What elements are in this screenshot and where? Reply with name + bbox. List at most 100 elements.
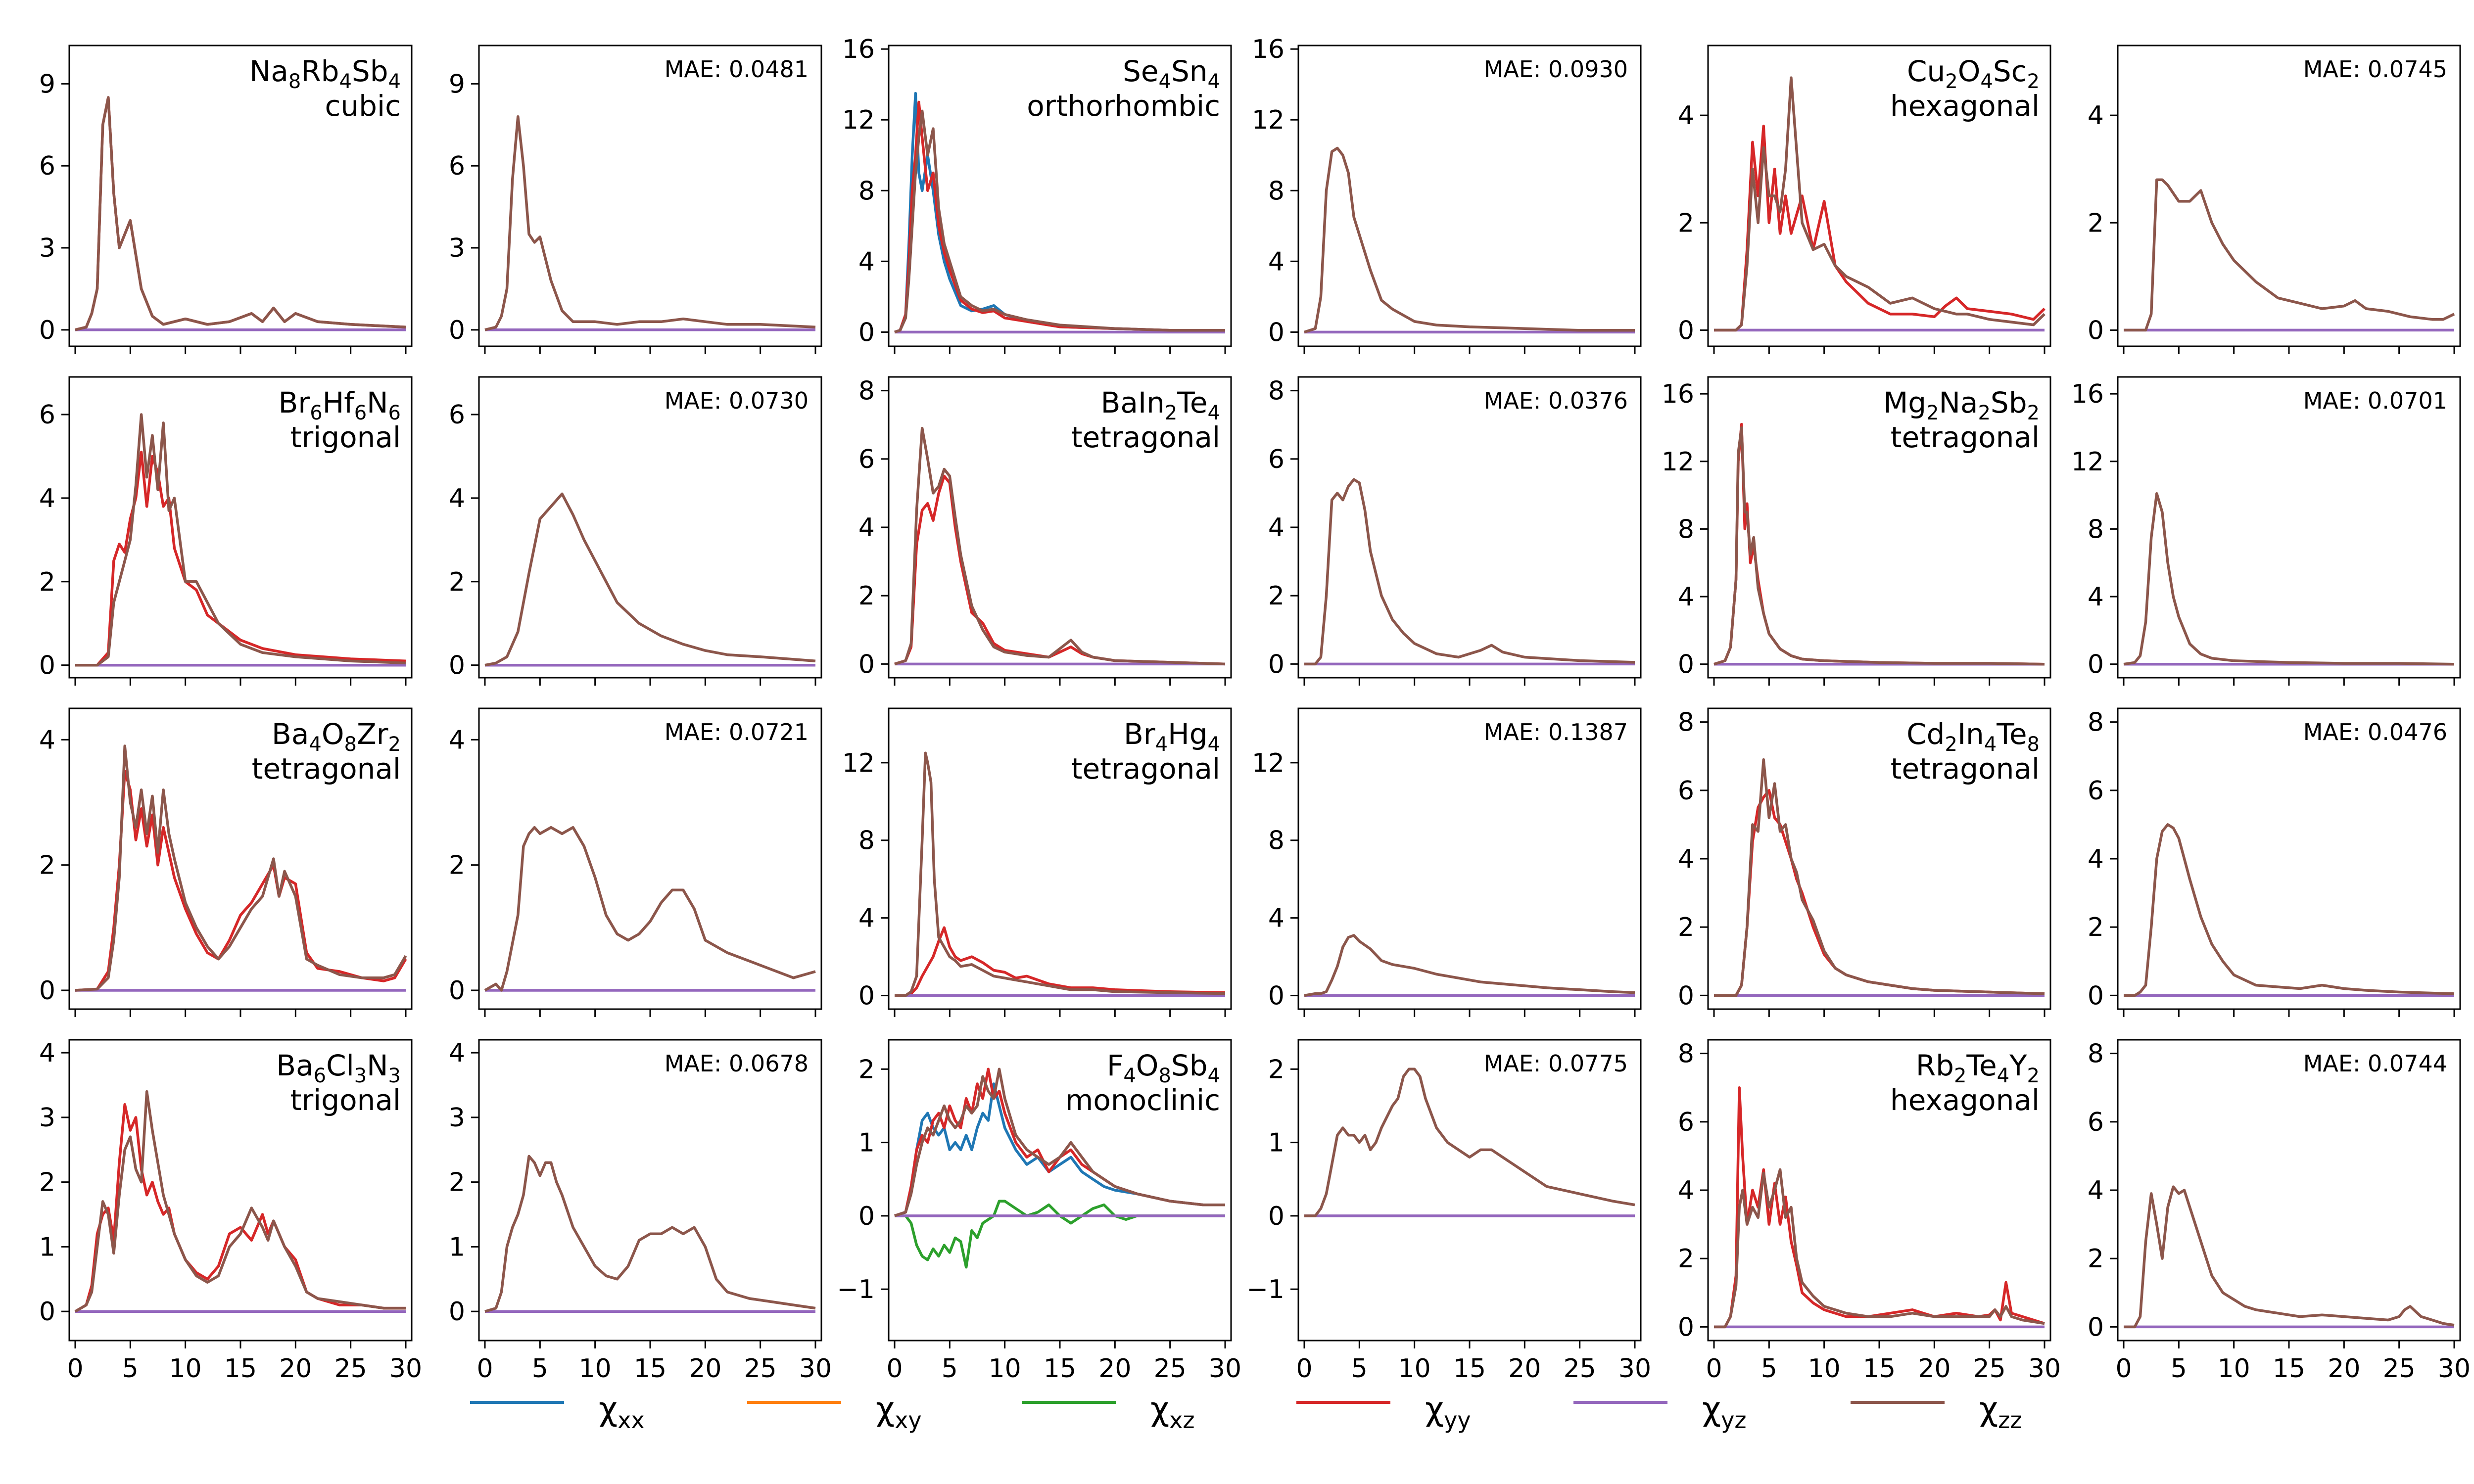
y-tick-label: 8	[1678, 514, 1694, 544]
x-tick-label: 10	[579, 1354, 612, 1384]
legend-item-yy: χyy	[1296, 1390, 1471, 1434]
x-tick-label: 30	[799, 1354, 832, 1384]
y-tick-label: 4	[39, 484, 55, 513]
x-tick-label: 25	[744, 1354, 777, 1384]
series-line-yy	[895, 926, 1226, 997]
axes-frame	[1297, 45, 1642, 347]
x-tick-label: 20	[1508, 1354, 1541, 1384]
series-line-zz	[484, 492, 816, 667]
y-tick-label: 8	[858, 826, 875, 856]
mae-label: MAE: 0.0744	[2303, 1050, 2447, 1077]
series-line-zz	[1713, 426, 2045, 666]
series-line-zz	[2124, 1185, 2455, 1329]
chart-panel: 0 4 8 12 16 MAE: 0.0930	[1252, 35, 1642, 354]
axes-frame	[1297, 707, 1642, 1010]
axes-frame	[478, 376, 822, 679]
mae-label: MAE: 0.0745	[2303, 56, 2447, 83]
x-tick-label: 10	[1808, 1354, 1841, 1384]
x-tick-label: 15	[634, 1354, 666, 1384]
series-line-zz	[484, 115, 816, 331]
chart-panel: 0 2 4 6 MAE: 0.0730	[449, 376, 822, 686]
y-tick-label: 1	[858, 1128, 875, 1158]
y-tick-label: 0	[39, 316, 55, 345]
y-tick-label: 2	[858, 581, 875, 611]
x-tick-label: 20	[1098, 1354, 1131, 1384]
axes-frame	[2117, 376, 2461, 679]
crystal-system-label: tetragonal	[1891, 420, 2040, 454]
formula-label: BaIn2Te4	[1101, 386, 1220, 424]
series-line-zz	[1304, 478, 1635, 666]
y-tick-label: 2	[1678, 913, 1694, 942]
y-tick-label: 4	[858, 247, 875, 277]
y-tick-label: 2	[39, 1168, 55, 1198]
series-line-zz	[1714, 758, 2045, 997]
y-tick-label: 6	[858, 445, 875, 474]
mae-label: MAE: 0.1387	[1484, 719, 1628, 745]
y-tick-label: 16	[1252, 35, 1285, 64]
x-tick-label: 30	[1209, 1354, 1241, 1384]
x-tick-label: 0	[476, 1354, 493, 1384]
x-tick-label: 0	[886, 1354, 903, 1384]
legend-item-yz: χyz	[1573, 1390, 1747, 1434]
crystal-system-label: tetragonal	[1891, 752, 2040, 786]
x-tick-label: 10	[1398, 1354, 1431, 1384]
y-tick-label: 12	[842, 748, 875, 778]
axes-frame	[478, 45, 822, 347]
legend-label: χxz	[1150, 1390, 1195, 1434]
y-tick-label: 0	[1268, 318, 1285, 347]
series-line-xx	[894, 92, 1225, 334]
y-tick-label: 0	[39, 976, 55, 1006]
y-tick-label: 2	[1268, 581, 1285, 611]
y-tick-label: 0	[1678, 981, 1694, 1011]
y-tick-label: 3	[449, 233, 465, 263]
y-tick-label: 6	[1678, 1108, 1694, 1137]
series-line-zz	[1304, 934, 1635, 997]
x-tick-label: 0	[1706, 1354, 1722, 1384]
chart-panel: 0 2 4 MAE: 0.0745	[2088, 45, 2461, 354]
y-tick-label: 4	[858, 513, 875, 543]
y-tick-label: 1	[39, 1232, 55, 1262]
crystal-system-label: monoclinic	[1065, 1083, 1220, 1117]
crystal-system-label: hexagonal	[1890, 1083, 2040, 1117]
crystal-system-label: tetragonal	[252, 752, 401, 786]
formula-label: Na8Rb4Sb4	[249, 54, 401, 93]
y-tick-label: 8	[1268, 826, 1285, 856]
y-tick-label: 6	[39, 151, 55, 181]
y-tick-label: 6	[39, 400, 55, 430]
y-tick-label: 2	[39, 567, 55, 597]
crystal-system-label: cubic	[325, 89, 401, 123]
series-line-yy	[1714, 789, 2045, 997]
y-tick-label: 2	[449, 851, 465, 881]
axes-frame	[478, 707, 822, 1010]
x-tick-label: 20	[279, 1354, 312, 1384]
y-tick-label: 4	[39, 1038, 55, 1068]
y-tick-label: 12	[842, 105, 875, 135]
x-tick-label: 5	[1351, 1354, 1368, 1384]
y-tick-label: 9	[449, 69, 465, 99]
x-tick-label: 5	[532, 1354, 548, 1384]
y-tick-label: 0	[1678, 650, 1694, 680]
y-tick-label: 12	[1252, 105, 1285, 135]
y-tick-label: 0	[2088, 316, 2104, 345]
x-tick-label: 25	[1154, 1354, 1187, 1384]
series-line-yy	[1714, 1086, 2045, 1329]
y-tick-label: 6	[449, 400, 465, 430]
legend: χxx χxy χxz χyy χyz χzz	[470, 1390, 2022, 1434]
series-line-zz	[75, 744, 407, 992]
y-tick-label: 3	[39, 1103, 55, 1133]
y-tick-label: 2	[2088, 1244, 2104, 1274]
x-tick-label: 5	[1761, 1354, 1777, 1384]
y-tick-label: 12	[1662, 447, 1694, 477]
y-tick-label: 4	[1678, 844, 1694, 874]
series-line-zz	[484, 826, 816, 992]
y-tick-label: 4	[2088, 101, 2104, 131]
y-tick-label: 8	[2088, 708, 2104, 738]
x-tick-label: 10	[2218, 1354, 2250, 1384]
chart-panel: 0 2 4 6 8 MAE: 0.0376	[1268, 376, 1642, 686]
